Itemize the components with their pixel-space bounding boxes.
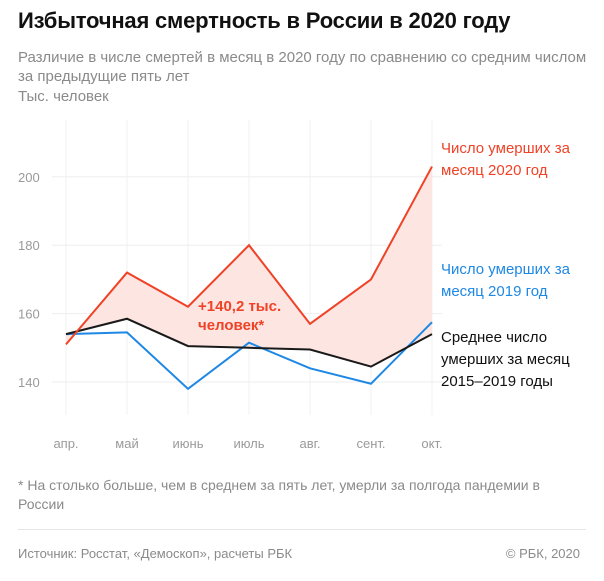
series-line-2020 bbox=[65, 166, 433, 346]
x-tick-label: окт. bbox=[421, 436, 442, 451]
x-tick-label: июнь bbox=[173, 436, 204, 451]
y-axis-ticks: 140 160 180 200 bbox=[18, 170, 40, 390]
legend-average: Среднее число умерших за месяц 2015–2019… bbox=[441, 329, 570, 390]
x-tick-label: сент. bbox=[356, 436, 385, 451]
chart-subtitle: Различие в числе смертей в месяц в 2020 … bbox=[18, 49, 587, 85]
footnote: * На столько больше, чем в среднем за пя… bbox=[18, 477, 540, 512]
legend-2019: Число умерших за месяц 2019 год bbox=[441, 261, 570, 300]
footer-divider bbox=[18, 529, 586, 530]
excess-fill bbox=[66, 166, 432, 367]
legend-2020: Число умерших за месяц 2020 год bbox=[441, 140, 570, 179]
x-tick-label: май bbox=[115, 436, 138, 451]
source-text: Источник: Росстат, «Демоскоп», расчеты Р… bbox=[18, 546, 293, 561]
x-tick-label: авг. bbox=[300, 436, 321, 451]
excess-area bbox=[66, 166, 432, 367]
y-tick-label: 180 bbox=[18, 238, 40, 253]
x-tick-label: июль bbox=[233, 436, 264, 451]
series-line-2019 bbox=[65, 321, 433, 391]
excess-callout: +140,2 тыс. человек* bbox=[198, 298, 282, 334]
x-axis-ticks: апр. май июнь июль авг. сент. окт. bbox=[53, 436, 442, 451]
chart-title: Избыточная смертность в России в 2020 го… bbox=[18, 8, 511, 33]
y-tick-label: 200 bbox=[18, 170, 40, 185]
y-tick-label: 140 bbox=[18, 375, 40, 390]
x-tick-label: апр. bbox=[53, 436, 78, 451]
copyright-text: © РБК, 2020 bbox=[505, 546, 580, 561]
units-label: Тыс. человек bbox=[18, 88, 109, 105]
series-lines bbox=[65, 166, 433, 391]
series-line-average bbox=[65, 317, 433, 368]
y-tick-label: 160 bbox=[18, 307, 40, 322]
